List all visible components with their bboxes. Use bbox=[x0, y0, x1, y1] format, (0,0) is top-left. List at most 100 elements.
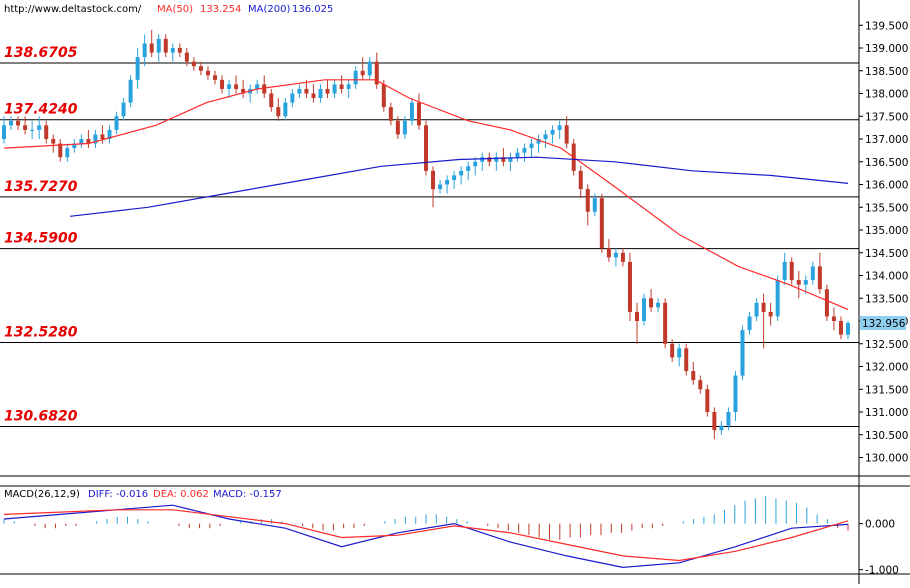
candle-body bbox=[691, 371, 696, 381]
candle-body bbox=[656, 302, 661, 308]
candle-body bbox=[719, 425, 724, 431]
candle-body bbox=[367, 61, 372, 76]
candle-body bbox=[473, 161, 478, 167]
candle-body bbox=[79, 139, 84, 144]
candle-body bbox=[276, 107, 281, 117]
candle-body bbox=[754, 302, 759, 317]
price-axis-tick-label: 137.000 bbox=[865, 134, 908, 146]
candle-body bbox=[170, 48, 175, 53]
candle-body bbox=[23, 125, 28, 130]
candle-body bbox=[121, 102, 126, 117]
candle-body bbox=[817, 266, 822, 290]
candle-body bbox=[290, 93, 295, 103]
candle-body bbox=[782, 261, 787, 281]
candle-body bbox=[508, 157, 513, 162]
candle-body bbox=[459, 170, 464, 176]
candle-body bbox=[44, 125, 49, 139]
price-axis-tick-label: 132.000 bbox=[865, 362, 908, 374]
candle-body bbox=[838, 321, 843, 335]
candle-body bbox=[564, 125, 569, 144]
level-label: 138.6705 bbox=[4, 45, 78, 61]
macd-axis-tick-label: -1.000 bbox=[865, 565, 899, 577]
candle-body bbox=[177, 48, 182, 53]
candle-body bbox=[128, 79, 133, 103]
candle-body bbox=[163, 38, 168, 53]
candle-body bbox=[93, 134, 98, 144]
ma50-label: MA(50) bbox=[157, 4, 193, 15]
candle-body bbox=[191, 61, 196, 67]
candle-body bbox=[86, 139, 91, 144]
candle-body bbox=[346, 84, 351, 89]
candle-body bbox=[592, 198, 597, 212]
candle-body bbox=[16, 120, 21, 126]
candle-body bbox=[184, 52, 189, 62]
candle-body bbox=[550, 129, 555, 135]
macd-diff-line bbox=[3, 504, 849, 569]
candle-body bbox=[227, 84, 232, 89]
candle-body bbox=[796, 280, 801, 285]
candle-body bbox=[445, 179, 450, 185]
candle-body bbox=[606, 248, 611, 258]
candle-body bbox=[789, 261, 794, 281]
candle-body bbox=[409, 102, 414, 121]
candle-body bbox=[438, 184, 443, 190]
candle-body bbox=[599, 198, 604, 249]
level-label: 137.4240 bbox=[4, 102, 78, 118]
candle-body bbox=[198, 66, 203, 71]
level-label: 130.6820 bbox=[4, 408, 78, 424]
candle-body bbox=[480, 157, 485, 162]
candle-body bbox=[156, 38, 161, 53]
candle-body bbox=[698, 380, 703, 390]
candle-body bbox=[620, 252, 625, 262]
price-axis-tick-label: 137.500 bbox=[865, 111, 908, 123]
macd-diff-label: DIFF: -0.016 bbox=[88, 489, 148, 500]
price-axis-tick-label: 133.500 bbox=[865, 293, 908, 305]
price-axis-tick-label: 136.000 bbox=[865, 180, 908, 192]
macd-title: MACD(26,12,9) bbox=[4, 489, 80, 500]
ma200-line bbox=[69, 156, 849, 217]
candle-body bbox=[9, 120, 14, 126]
candle-body bbox=[635, 311, 639, 321]
candle-body bbox=[283, 102, 288, 117]
price-axis-tick-label: 138.500 bbox=[865, 66, 908, 78]
ma50-line bbox=[3, 79, 849, 310]
candle-body bbox=[142, 43, 147, 58]
candle-body bbox=[578, 170, 583, 190]
candle-body bbox=[424, 125, 428, 171]
candle-body bbox=[831, 316, 836, 321]
candle-body bbox=[846, 323, 850, 335]
candle-body bbox=[649, 298, 654, 308]
candle-body bbox=[768, 311, 773, 317]
price-axis-tick-label: 132.500 bbox=[865, 339, 908, 351]
price-axis-tick-label: 130.500 bbox=[865, 430, 908, 442]
ma200-value: 136.025 bbox=[292, 4, 333, 15]
candle-body bbox=[100, 134, 105, 139]
candle-body bbox=[627, 261, 632, 312]
candle-body bbox=[712, 412, 717, 431]
candle-body bbox=[733, 375, 738, 412]
candle-body bbox=[353, 70, 358, 85]
candle-body bbox=[107, 129, 112, 139]
candle-body bbox=[149, 43, 154, 53]
candle-body bbox=[58, 143, 63, 158]
level-label: 132.5280 bbox=[4, 324, 78, 340]
candle-body bbox=[241, 88, 246, 94]
candle-body bbox=[761, 302, 766, 312]
candle-body bbox=[135, 57, 140, 80]
candle-body bbox=[466, 166, 471, 171]
candle-body bbox=[529, 143, 534, 149]
candle-body bbox=[318, 88, 323, 99]
candle-body bbox=[416, 102, 421, 126]
candle-body bbox=[30, 129, 35, 131]
price-axis-tick-label: 134.500 bbox=[865, 248, 908, 260]
candle-body bbox=[557, 125, 562, 130]
macd-dea-label: DEA: 0.062 bbox=[153, 489, 209, 500]
candle-body bbox=[494, 157, 499, 162]
macd-dea-line bbox=[3, 509, 849, 562]
level-label: 135.7270 bbox=[4, 179, 78, 195]
candle-body bbox=[515, 152, 520, 158]
candle-body bbox=[205, 70, 210, 76]
candle-body bbox=[452, 175, 457, 180]
candle-body bbox=[402, 120, 407, 135]
candle-body bbox=[37, 125, 42, 130]
